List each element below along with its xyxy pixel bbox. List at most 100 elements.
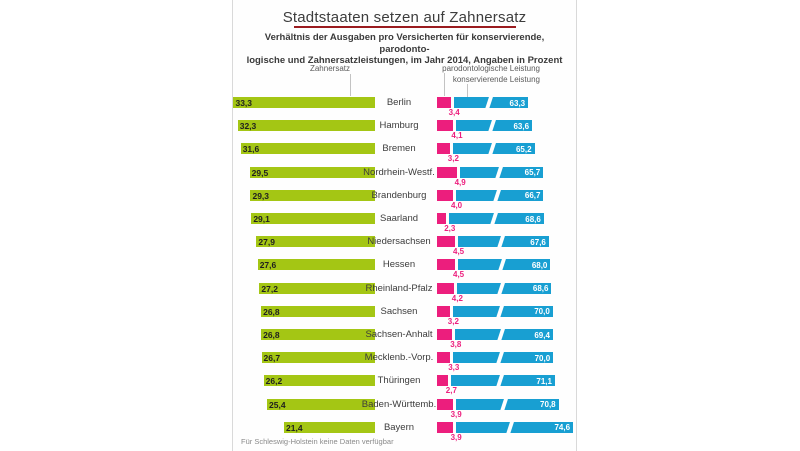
state-row: 25,4 Baden-Württemb. 3,9 70,8: [233, 398, 576, 419]
state-row: 29,5 Nordrhein-Westf. 4,9 65,7: [233, 166, 576, 187]
state-label: Saarland: [379, 213, 419, 224]
state-row: 21,4 Bayern 3,9 74,6: [233, 421, 576, 442]
parodontologisch-value: 4,0: [451, 200, 463, 210]
konservierend-bar: 74,6: [455, 421, 574, 433]
zahnersatz-bar: 29,5: [249, 166, 375, 178]
zahnersatz-value: 21,4: [286, 422, 303, 433]
legend-pointer-konservierend: [467, 84, 468, 97]
zahnersatz-bar: 26,2: [263, 375, 375, 387]
bar-break-slash: [496, 236, 506, 248]
parodontologisch-bar: [437, 305, 450, 317]
state-row: 29,3 Brandenburg 4,0 66,7: [233, 189, 576, 210]
parodontologisch-value: 3,9: [450, 432, 462, 442]
konservierend-bar: 63,6: [456, 120, 533, 132]
bar-break-slash: [488, 120, 497, 132]
bar-break-slash: [495, 375, 504, 387]
state-label: Bremen: [382, 143, 416, 155]
state-label: Niedersachsen: [367, 236, 431, 248]
zahnersatz-value: 29,1: [253, 214, 270, 224]
konservierend-value: 68,6: [532, 284, 549, 294]
zahnersatz-value: 26,8: [263, 306, 280, 317]
konservierend-bar: 63,3: [453, 97, 529, 108]
state-label: Berlin: [386, 97, 412, 108]
parodontologisch-value: 3,4: [448, 108, 460, 117]
zahnersatz-bar: 29,1: [251, 213, 375, 224]
bar-break-slash: [489, 213, 499, 224]
zahnersatz-bar: 27,6: [257, 259, 375, 271]
state-label: Hessen: [382, 259, 416, 271]
state-row: 31,6 Bremen 3,2 65,2: [233, 143, 576, 163]
bar-break-slash: [497, 259, 506, 271]
parodontologisch-value: 2,7: [445, 386, 457, 396]
state-row: 32,3 Hamburg 4,1 63,6: [233, 120, 576, 140]
zahnersatz-value: 27,2: [261, 283, 278, 294]
state-row: 26,8 Sachsen 3,2 70,0: [233, 305, 576, 326]
zahnersatz-value: 27,6: [259, 260, 277, 271]
parodontologisch-value: 3,2: [447, 154, 459, 164]
parodontologisch-bar: [437, 120, 454, 132]
bar-break-slash: [487, 143, 496, 155]
chart-card: Stadtstaaten setzen auf Zahnersatz Verhä…: [232, 0, 577, 451]
parodontologisch-value: 4,2: [451, 293, 463, 303]
parodontologisch-bar: [437, 213, 447, 224]
state-label: Mecklenb.-Vorp.: [364, 352, 434, 364]
bar-break-slash: [496, 329, 506, 340]
legend-parodontologisch: parodontologische Leistung: [442, 64, 540, 73]
bar-break-slash: [497, 282, 506, 294]
konservierend-value: 66,7: [524, 191, 541, 201]
chart-subtitle: Verhältnis der Ausgaben pro Versicherten…: [239, 32, 570, 67]
parodontologisch-bar: [437, 166, 457, 178]
legend-pointer-zahnersatz: [350, 74, 351, 96]
konservierend-bar: 65,7: [459, 166, 544, 178]
parodontologisch-bar: [437, 375, 448, 387]
state-label: Thüringen: [377, 375, 421, 387]
zahnersatz-value: 26,2: [265, 376, 283, 387]
konservierend-bar: 69,4: [455, 329, 553, 340]
zahnersatz-bar: 27,9: [256, 236, 375, 248]
konservierend-bar: 68,6: [456, 282, 552, 294]
state-label: Brandenburg: [371, 189, 427, 201]
zahnersatz-bar: 25,4: [267, 398, 375, 410]
parodontologisch-value: 3,2: [447, 316, 459, 326]
zahnersatz-value: 31,6: [242, 144, 260, 155]
konservierend-bar: 68,0: [458, 259, 551, 271]
state-row: 29,1 Saarland 2,3 68,6: [233, 213, 576, 233]
state-row: 26,7 Mecklenb.-Vorp. 3,3 70,0: [233, 352, 576, 372]
konservierend-bar: 67,6: [458, 236, 549, 248]
state-row: 27,2 Rheinland-Pfalz 4,2 68,6: [233, 282, 576, 303]
konservierend-value: 71,1: [536, 376, 552, 386]
bar-break-slash: [495, 352, 505, 364]
zahnersatz-value: 27,9: [258, 237, 275, 248]
konservierend-bar: 70,0: [452, 305, 553, 317]
zahnersatz-value: 26,8: [263, 330, 280, 340]
zahnersatz-bar: 21,4: [284, 421, 375, 433]
zahnersatz-bar: 26,8: [261, 329, 375, 340]
parodontologisch-value: 4,5: [453, 247, 465, 257]
bar-break-slash: [484, 97, 494, 108]
state-label: Bayern: [383, 421, 415, 433]
state-label: Rheinland-Pfalz: [365, 282, 433, 294]
parodontologisch-bar: [437, 352, 451, 364]
state-label: Nordrhein-Westf.: [363, 166, 435, 178]
parodontologisch-value: 2,3: [444, 224, 456, 233]
zahnersatz-value: 25,4: [269, 399, 286, 410]
parodontologisch-value: 4,9: [454, 177, 466, 187]
konservierend-value: 65,2: [515, 144, 532, 154]
state-row: 33,3 Berlin 3,4 63,3: [233, 97, 576, 117]
zahnersatz-value: 26,7: [263, 353, 281, 364]
konservierend-bar: 65,2: [452, 143, 535, 155]
parodontologisch-bar: [437, 398, 453, 410]
zahnersatz-bar: 33,3: [233, 97, 375, 108]
state-label: Sachsen-Anhalt: [365, 329, 433, 340]
bar-break-slash: [506, 421, 515, 433]
subtitle-line2: logische und Zahnersatzleistungen, im Ja…: [246, 55, 563, 66]
legend-konservierend: konservierende Leistung: [452, 75, 540, 84]
zahnersatz-bar: 32,3: [237, 120, 375, 132]
state-row: 26,2 Thüringen 2,7 71,1: [233, 375, 576, 395]
zahnersatz-bar: 27,2: [259, 282, 375, 294]
state-row: 26,8 Sachsen-Anhalt 3,8 69,4: [233, 329, 576, 349]
konservierend-value: 70,0: [534, 353, 551, 363]
zahnersatz-bar: 26,8: [261, 305, 375, 317]
parodontologisch-bar: [437, 143, 450, 155]
